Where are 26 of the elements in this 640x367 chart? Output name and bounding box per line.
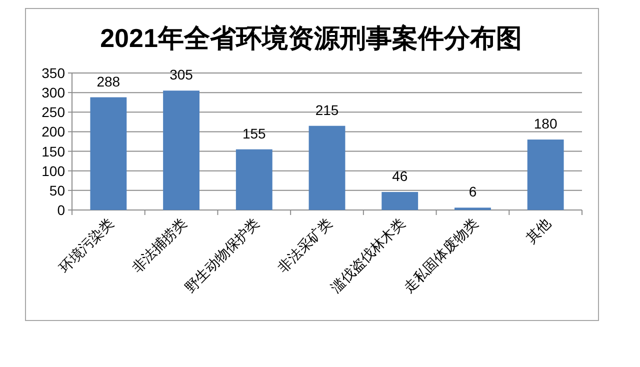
bar (527, 140, 564, 210)
bar (163, 90, 200, 210)
y-tick-label: 350 (42, 65, 66, 81)
bar (236, 149, 272, 210)
data-label: 46 (392, 168, 408, 184)
y-tick-label: 250 (42, 104, 66, 120)
y-tick-label: 150 (42, 143, 66, 160)
data-label: 288 (96, 73, 120, 90)
data-label: 180 (534, 116, 558, 132)
bar (90, 97, 127, 210)
y-tick-label: 300 (42, 84, 66, 101)
data-label: 155 (242, 125, 266, 142)
y-tick-label: 100 (42, 162, 66, 179)
data-label: 215 (315, 102, 339, 118)
bar (308, 126, 346, 210)
y-tick-label: 50 (49, 182, 66, 198)
chart-title: 2021年全省环境资源刑事案件分布图 (100, 23, 522, 53)
x-tick-label: 非法捕捞类 (129, 216, 190, 276)
x-tick-label: 环境污染类 (56, 216, 118, 276)
data-label: 305 (170, 66, 194, 83)
data-label: 6 (468, 184, 477, 200)
bar (382, 192, 418, 210)
x-tick-label: 其他 (523, 216, 554, 247)
x-tick-label: 非法采矿类 (275, 216, 336, 276)
y-tick-label: 200 (42, 124, 66, 140)
y-tick-label: 0 (57, 202, 66, 218)
